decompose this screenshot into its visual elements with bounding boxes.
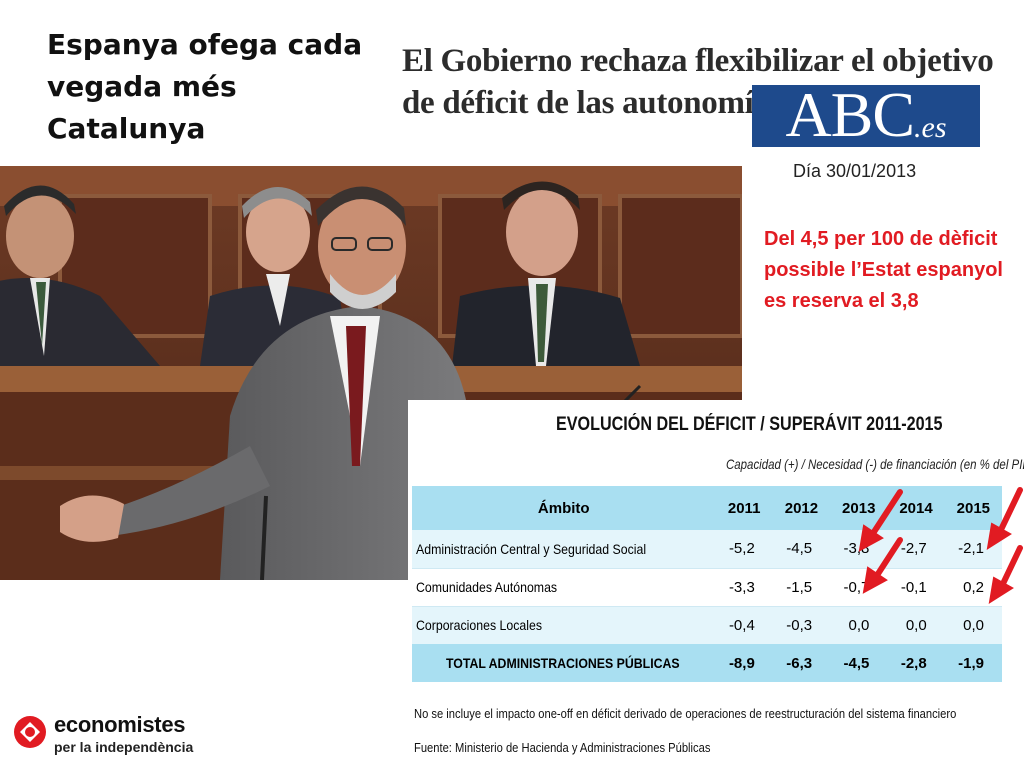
economistes-logo: economistes per la independència <box>12 712 212 760</box>
logo-name: economistes <box>54 712 186 737</box>
table-cell: -0,4 <box>715 606 773 644</box>
logo-tagline: per la independència <box>54 739 194 755</box>
table-cell: -1,5 <box>772 567 831 607</box>
table-cell: -5,2 <box>715 530 773 568</box>
column-header: Ámbito <box>412 486 716 530</box>
row-label: TOTAL ADMINISTRACIONES PÚBLICAS <box>446 655 680 671</box>
table-footnote: No se incluye el impacto one-off en défi… <box>414 706 957 721</box>
row-label: Comunidades Autónomas <box>416 579 558 595</box>
table-cell: -1,9 <box>944 644 1002 682</box>
abc-logo-main: ABC <box>785 79 915 150</box>
table-cell: -0,3 <box>772 606 831 644</box>
table-row: Comunidades Autónomas -3,3 -1,5 -0,7 -0,… <box>412 567 1002 607</box>
table-cell: -0,7 <box>830 567 888 607</box>
table-cell: -3,8 <box>830 530 888 568</box>
column-header: 2012 <box>772 486 831 530</box>
table-cell: -8,9 <box>715 644 773 682</box>
table-subtitle: Capacidad (+) / Necesidad (-) de financi… <box>726 456 1024 472</box>
table-cell: -4,5 <box>830 644 888 682</box>
table-cell: -4,5 <box>772 530 831 568</box>
column-header: 2015 <box>944 486 1002 530</box>
table-title: EVOLUCIÓN DEL DÉFICIT / SUPERÁVIT 2011-2… <box>556 414 943 435</box>
column-header: 2011 <box>715 486 773 530</box>
table-cell: -2,1 <box>944 530 1002 568</box>
deficit-table: Ámbito 2011 2012 2013 2014 2015 Administ… <box>412 486 1002 682</box>
table-cell: -6,3 <box>772 644 831 682</box>
table-cell: 0,0 <box>944 606 1002 644</box>
table-cell: 0,0 <box>830 606 888 644</box>
deficit-table-panel: EVOLUCIÓN DEL DÉFICIT / SUPERÁVIT 2011-2… <box>408 400 1024 768</box>
table-cell: -2,8 <box>887 644 945 682</box>
newspaper-headline: El Gobierno rechaza flexibilizar el obje… <box>402 43 994 121</box>
article-date: Día 30/01/2013 <box>793 161 917 181</box>
slide-title: Espanya ofega cada vegada més Catalunya <box>47 28 363 145</box>
table-cell: -3,3 <box>715 567 773 607</box>
table-header-row: Ámbito 2011 2012 2013 2014 2015 <box>412 486 1002 530</box>
abc-logo-suffix: .es <box>914 111 947 144</box>
row-label: Corporaciones Locales <box>416 617 543 634</box>
table-cell: 0,2 <box>944 567 1002 607</box>
column-header: 2014 <box>887 486 945 530</box>
table-row: Administración Central y Seguridad Socia… <box>412 530 1002 568</box>
column-header: 2013 <box>830 486 888 530</box>
table-row: Corporaciones Locales -0,4 -0,3 0,0 0,0 … <box>412 606 1002 644</box>
table-total-row: TOTAL ADMINISTRACIONES PÚBLICAS -8,9 -6,… <box>412 644 1002 682</box>
table-cell: 0,0 <box>887 606 945 644</box>
table-cell: -0,1 <box>887 567 945 607</box>
deficit-note: Del 4,5 per 100 de dèficit possible l’Es… <box>764 228 1003 312</box>
economistes-mark-icon <box>14 716 46 748</box>
row-label: Administración Central y Seguridad Socia… <box>416 540 647 557</box>
table-cell: -2,7 <box>887 530 945 568</box>
table-source: Fuente: Ministerio de Hacienda y Adminis… <box>414 740 711 755</box>
abc-logo: ABC .es <box>752 79 980 150</box>
